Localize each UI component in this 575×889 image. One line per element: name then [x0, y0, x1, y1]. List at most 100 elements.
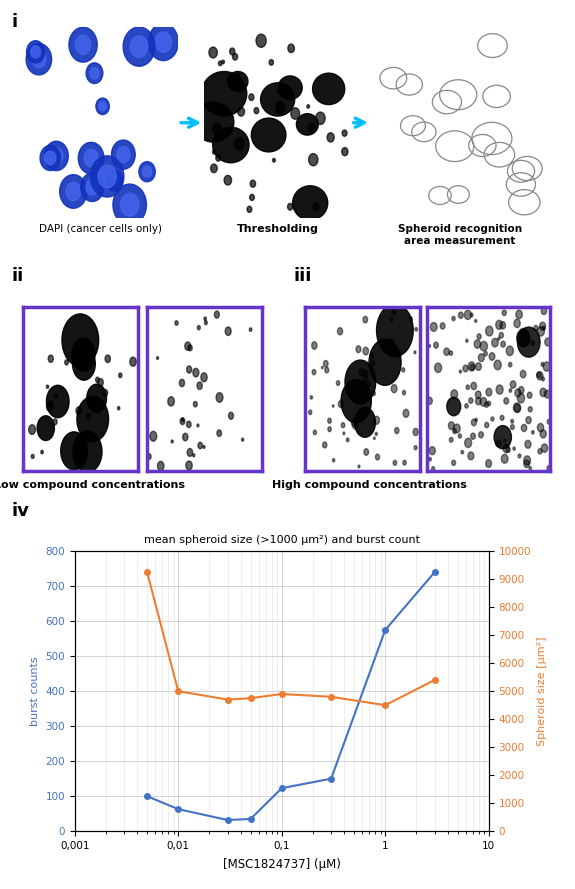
Circle shape — [489, 353, 495, 360]
Title: mean spheroid size (>1000 μm²) and burst count: mean spheroid size (>1000 μm²) and burst… — [144, 535, 420, 545]
Circle shape — [55, 394, 58, 398]
Circle shape — [338, 400, 343, 408]
Y-axis label: Spheroid size [μm²]: Spheroid size [μm²] — [536, 637, 547, 746]
Circle shape — [363, 375, 368, 382]
Circle shape — [373, 391, 375, 396]
Circle shape — [494, 426, 511, 449]
Circle shape — [249, 94, 254, 100]
Circle shape — [434, 342, 438, 348]
Circle shape — [288, 204, 293, 210]
Circle shape — [197, 382, 202, 389]
Circle shape — [84, 149, 98, 167]
Circle shape — [155, 32, 171, 52]
Circle shape — [213, 150, 216, 154]
Circle shape — [193, 402, 197, 407]
Circle shape — [112, 140, 135, 169]
Circle shape — [504, 439, 505, 442]
Circle shape — [402, 368, 405, 372]
Circle shape — [465, 310, 471, 319]
Circle shape — [534, 325, 538, 331]
Circle shape — [497, 337, 500, 340]
Circle shape — [168, 396, 174, 406]
Circle shape — [458, 434, 461, 438]
Circle shape — [41, 451, 43, 454]
Circle shape — [403, 461, 406, 465]
Circle shape — [171, 440, 173, 443]
Text: Thresholding: Thresholding — [237, 224, 319, 234]
Circle shape — [179, 380, 185, 387]
Ellipse shape — [228, 71, 248, 92]
Text: iii: iii — [293, 267, 312, 284]
Circle shape — [275, 102, 285, 114]
Circle shape — [370, 354, 374, 359]
Circle shape — [242, 438, 244, 441]
Circle shape — [518, 332, 520, 336]
Circle shape — [185, 342, 190, 350]
Y-axis label: burst counts: burst counts — [30, 656, 40, 726]
Circle shape — [247, 206, 252, 212]
Circle shape — [313, 430, 316, 435]
Circle shape — [538, 423, 544, 432]
Circle shape — [513, 447, 515, 450]
Circle shape — [193, 453, 195, 457]
Circle shape — [90, 68, 99, 79]
Circle shape — [183, 433, 188, 441]
Circle shape — [147, 453, 151, 460]
Text: ii: ii — [12, 267, 24, 284]
X-axis label: [MSC1824737] (μM): [MSC1824737] (μM) — [223, 858, 340, 871]
Circle shape — [542, 326, 545, 330]
Circle shape — [254, 108, 259, 114]
Circle shape — [65, 360, 68, 365]
Circle shape — [324, 360, 328, 367]
Circle shape — [522, 332, 527, 338]
Circle shape — [432, 467, 435, 471]
Circle shape — [212, 124, 221, 134]
Circle shape — [81, 173, 104, 202]
Circle shape — [83, 434, 90, 443]
Circle shape — [517, 330, 530, 347]
Circle shape — [516, 310, 522, 319]
Ellipse shape — [193, 102, 234, 142]
Circle shape — [216, 155, 221, 161]
Circle shape — [480, 341, 488, 351]
Circle shape — [197, 325, 200, 330]
Circle shape — [40, 146, 60, 171]
Circle shape — [506, 346, 513, 356]
Circle shape — [529, 467, 531, 470]
Circle shape — [403, 409, 409, 418]
Circle shape — [277, 88, 281, 92]
Circle shape — [342, 148, 348, 156]
Ellipse shape — [251, 118, 286, 152]
Circle shape — [109, 171, 122, 188]
Circle shape — [545, 390, 550, 398]
Circle shape — [316, 112, 325, 124]
Ellipse shape — [293, 186, 328, 220]
Circle shape — [99, 102, 106, 111]
Circle shape — [321, 366, 323, 369]
Circle shape — [336, 380, 340, 386]
Circle shape — [201, 372, 207, 381]
Circle shape — [203, 445, 205, 448]
Circle shape — [76, 407, 82, 414]
Circle shape — [48, 401, 52, 406]
Circle shape — [187, 366, 191, 373]
Circle shape — [131, 36, 148, 58]
Circle shape — [504, 397, 509, 404]
Circle shape — [332, 404, 334, 407]
Circle shape — [228, 412, 233, 420]
Circle shape — [471, 433, 476, 439]
Circle shape — [518, 394, 524, 403]
Circle shape — [96, 98, 109, 115]
Circle shape — [525, 440, 531, 448]
Circle shape — [492, 339, 498, 347]
Circle shape — [236, 74, 239, 78]
Circle shape — [459, 370, 462, 373]
Circle shape — [502, 310, 507, 316]
Circle shape — [448, 421, 454, 429]
Circle shape — [503, 444, 509, 453]
Circle shape — [139, 162, 155, 181]
Circle shape — [476, 363, 481, 371]
Circle shape — [450, 437, 453, 442]
Circle shape — [250, 180, 256, 188]
Circle shape — [205, 321, 207, 324]
